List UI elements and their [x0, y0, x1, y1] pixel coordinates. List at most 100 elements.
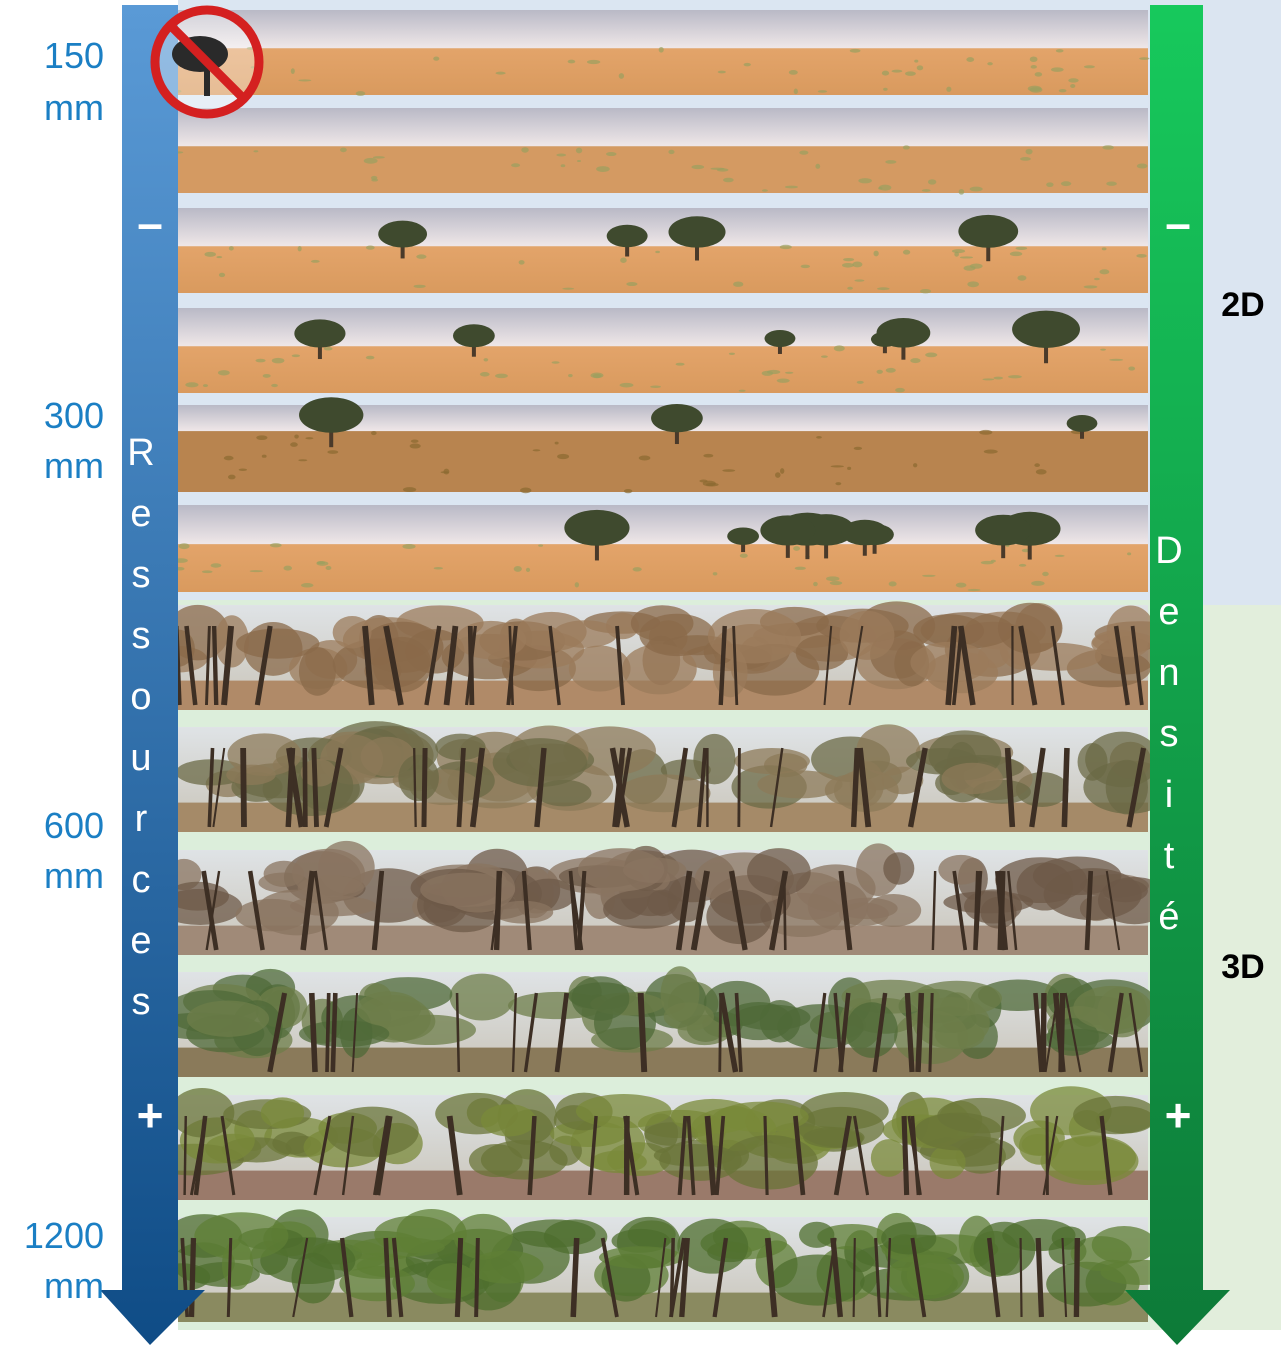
foliage: [647, 890, 678, 917]
shrub: [795, 567, 806, 570]
foliage: [1073, 1096, 1158, 1134]
shrub: [785, 186, 798, 189]
trunk: [765, 1116, 767, 1195]
illustration: [0, 0, 1281, 1347]
shrub: [676, 363, 685, 366]
foliage: [1052, 1226, 1086, 1249]
foliage: [883, 852, 914, 884]
panorama-strip: [158, 841, 1170, 955]
shrub: [203, 384, 208, 387]
shrub: [799, 150, 808, 154]
shrub: [922, 189, 931, 192]
foliage: [470, 1250, 544, 1283]
shrub: [433, 57, 439, 61]
shrub: [1056, 49, 1064, 52]
shrub: [794, 89, 798, 95]
shrub: [723, 178, 734, 183]
foliage: [840, 611, 895, 660]
shrub: [219, 273, 225, 277]
shrub: [885, 160, 896, 164]
shrub: [847, 287, 853, 290]
shrub: [691, 165, 704, 169]
shrub: [925, 353, 937, 358]
foliage: [187, 1000, 269, 1036]
foliage: [1078, 743, 1108, 781]
rain-value: 150: [0, 38, 104, 74]
shrub: [416, 254, 426, 259]
shrub: [847, 467, 851, 470]
sky: [178, 10, 1148, 48]
foliage: [734, 748, 810, 774]
shrub: [271, 384, 278, 387]
trunk: [854, 748, 858, 827]
foliage: [1073, 986, 1152, 1030]
shrub: [729, 353, 735, 355]
shrub: [224, 456, 234, 461]
shrub: [324, 347, 333, 351]
shrub: [1036, 469, 1047, 474]
shrub: [843, 258, 854, 261]
shrub: [253, 150, 258, 152]
shrub: [556, 154, 566, 157]
shrub: [650, 386, 661, 388]
foliage: [623, 857, 686, 882]
panorama-strip: [178, 308, 1148, 393]
shrub: [284, 566, 292, 571]
ground: [178, 346, 1148, 393]
shrub: [659, 47, 664, 53]
page: 150 mm 300 mm 600 mm 1200 mm – + Ressour…: [0, 0, 1281, 1347]
shrub: [568, 60, 576, 64]
ground: [178, 1171, 1148, 1200]
shrub: [202, 570, 213, 573]
foliage: [771, 1255, 865, 1306]
shrub: [984, 450, 998, 454]
shrub: [831, 465, 844, 467]
shrub: [718, 71, 726, 74]
shrub: [959, 189, 965, 195]
shrub: [1102, 247, 1107, 250]
shrub: [495, 374, 508, 379]
shrub: [858, 178, 872, 183]
shrub: [519, 260, 525, 265]
ground: [178, 48, 1148, 95]
canopy: [299, 397, 363, 432]
foliage: [481, 1104, 536, 1136]
shrub: [889, 581, 897, 586]
foliage: [942, 763, 1003, 794]
shrub: [1070, 84, 1075, 88]
trunk: [305, 748, 306, 827]
canopy: [842, 520, 888, 546]
panorama-strip: [175, 10, 1150, 96]
trunk: [424, 748, 425, 827]
shrub: [740, 553, 748, 557]
rain-unit: mm: [0, 858, 104, 894]
shrub: [403, 487, 416, 492]
shrub: [835, 482, 841, 485]
shrub: [298, 246, 302, 251]
panorama-strip: [150, 966, 1158, 1077]
trunk: [739, 748, 740, 827]
shrub: [1055, 555, 1065, 557]
panorama-strip: [174, 505, 1148, 592]
shrub: [562, 288, 574, 290]
shrub: [256, 435, 267, 440]
trunk: [904, 1116, 907, 1195]
canopy: [1012, 311, 1080, 348]
foliage: [974, 1222, 1036, 1276]
foliage: [356, 991, 421, 1026]
trunk: [720, 993, 721, 1072]
shrub: [552, 361, 560, 364]
foliage: [846, 1002, 898, 1058]
rain-unit: mm: [0, 448, 104, 484]
shrub: [356, 91, 366, 96]
shrub: [1109, 359, 1123, 361]
shrub: [620, 257, 627, 263]
foliage: [493, 901, 553, 924]
canopy: [760, 515, 815, 545]
zone-label: 3D: [1205, 950, 1281, 984]
ground: [178, 1048, 1148, 1077]
shrub: [987, 62, 993, 65]
no-tree-icon: [155, 10, 259, 114]
rain-value: 300: [0, 398, 104, 434]
shrub: [575, 582, 579, 587]
